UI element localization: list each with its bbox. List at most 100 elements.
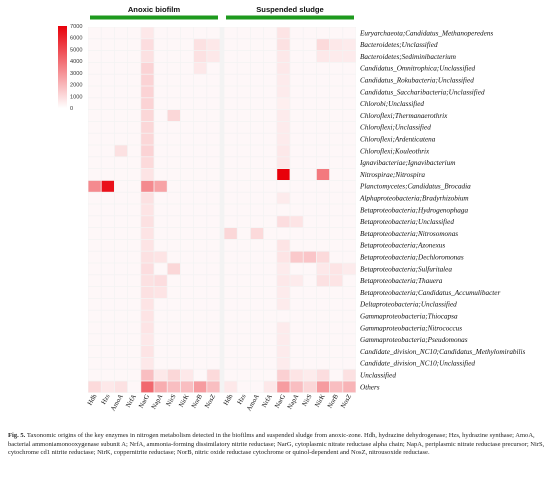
column-label: NorB <box>191 393 205 410</box>
heatmap-cell <box>207 381 220 393</box>
row-label: Betaproteobacteria;Sulfuritalea <box>360 265 452 273</box>
heatmap-cell <box>141 228 154 239</box>
heatmap-cell <box>128 251 141 263</box>
heatmap-cell <box>316 310 330 322</box>
heatmap-cell <box>316 145 330 157</box>
heatmap-cell <box>128 239 141 251</box>
heatmap-cell <box>167 74 180 86</box>
row-label: Chloroflexi;Ardenticatena <box>360 136 436 144</box>
heatmap-cell <box>237 228 250 239</box>
heatmap-cell <box>114 51 128 62</box>
heatmap-cell <box>303 287 316 298</box>
heatmap-cell <box>224 310 237 322</box>
heatmap-cell <box>207 228 220 239</box>
heatmap-cell <box>154 287 167 298</box>
heatmap-cell <box>88 180 101 192</box>
heatmap-cell <box>224 86 237 98</box>
heatmap-cell <box>101 381 114 393</box>
heatmap-cell <box>154 110 167 121</box>
heatmap-cell <box>224 275 237 287</box>
heatmap-cell <box>303 334 316 346</box>
heatmap-cell <box>264 169 277 180</box>
heatmap-cell <box>194 216 207 228</box>
heatmap-cell <box>167 86 180 98</box>
heatmap-cell <box>264 133 277 145</box>
heatmap-cell <box>343 192 356 204</box>
heatmap-cell <box>316 62 330 74</box>
heatmap-cell <box>264 27 277 39</box>
heatmap-cell <box>180 346 194 357</box>
heatmap-cell <box>88 310 101 322</box>
heatmap-cell <box>154 310 167 322</box>
heatmap-cell <box>250 251 264 263</box>
heatmap-cell <box>101 192 114 204</box>
heatmap-cell <box>207 310 220 322</box>
heatmap-cell <box>224 287 237 298</box>
heatmap-cell <box>303 381 316 393</box>
heatmap-cell <box>128 322 141 334</box>
heatmap-cell <box>316 169 330 180</box>
heatmap-cell <box>237 145 250 157</box>
heatmap-cell <box>277 98 290 110</box>
heatmap-cell <box>207 39 220 51</box>
row-label: Betaproteobacteria;Dechloromonas <box>360 254 464 262</box>
column-label: Hdh <box>223 393 235 407</box>
heatmap-cell <box>141 251 154 263</box>
legend-colorbar <box>58 26 67 108</box>
column-label: Hzs <box>100 393 111 406</box>
column-label: NirS <box>165 393 177 408</box>
heatmap-cell <box>264 228 277 239</box>
heatmap-cell <box>250 322 264 334</box>
heatmap-cell <box>330 357 343 369</box>
heatmap-cell <box>128 62 141 74</box>
heatmap-cell <box>316 251 330 263</box>
heatmap-cell <box>141 39 154 51</box>
heatmap-cell <box>303 251 316 263</box>
heatmap-cell <box>88 110 101 121</box>
heatmap-cell <box>330 216 343 228</box>
heatmap-cell <box>128 145 141 157</box>
legend-tick-label: 4000 <box>70 59 82 65</box>
heatmap-cell <box>180 275 194 287</box>
heatmap-cell <box>303 310 316 322</box>
heatmap-cell <box>180 334 194 346</box>
heatmap-cell <box>167 239 180 251</box>
heatmap-cell <box>303 145 316 157</box>
heatmap-cell <box>194 39 207 51</box>
heatmap-cell <box>250 357 264 369</box>
heatmap-cell <box>194 121 207 133</box>
heatmap-cell <box>194 98 207 110</box>
heatmap-cell <box>330 98 343 110</box>
heatmap-cell <box>343 133 356 145</box>
heatmap-cell <box>290 39 303 51</box>
heatmap-cell <box>141 98 154 110</box>
heatmap-cell <box>237 204 250 216</box>
heatmap-cell <box>343 62 356 74</box>
heatmap-cell <box>277 287 290 298</box>
heatmap-cell <box>237 346 250 357</box>
heatmap-cell <box>180 51 194 62</box>
heatmap-cell <box>343 310 356 322</box>
heatmap-cell <box>330 86 343 98</box>
heatmap-cell <box>114 62 128 74</box>
heatmap-cell <box>224 51 237 62</box>
row-label: Gammaproteobacteria;Nitrococcus <box>360 324 462 332</box>
heatmap-cell <box>114 369 128 381</box>
heatmap-cell <box>303 346 316 357</box>
heatmap-cell <box>180 62 194 74</box>
heatmap-cell <box>154 357 167 369</box>
heatmap-cell <box>194 310 207 322</box>
heatmap-cell <box>167 51 180 62</box>
heatmap-cell <box>180 251 194 263</box>
heatmap-cell <box>180 86 194 98</box>
heatmap-cell <box>154 216 167 228</box>
heatmap-cell <box>207 145 220 157</box>
heatmap-cell <box>343 145 356 157</box>
heatmap-cell <box>250 98 264 110</box>
heatmap-cell <box>141 369 154 381</box>
heatmap-cell <box>154 381 167 393</box>
row-label: Chloroflexi;Thermanaerothrix <box>360 112 448 120</box>
heatmap-cell <box>277 51 290 62</box>
heatmap-cell <box>290 121 303 133</box>
heatmap-cell <box>88 287 101 298</box>
